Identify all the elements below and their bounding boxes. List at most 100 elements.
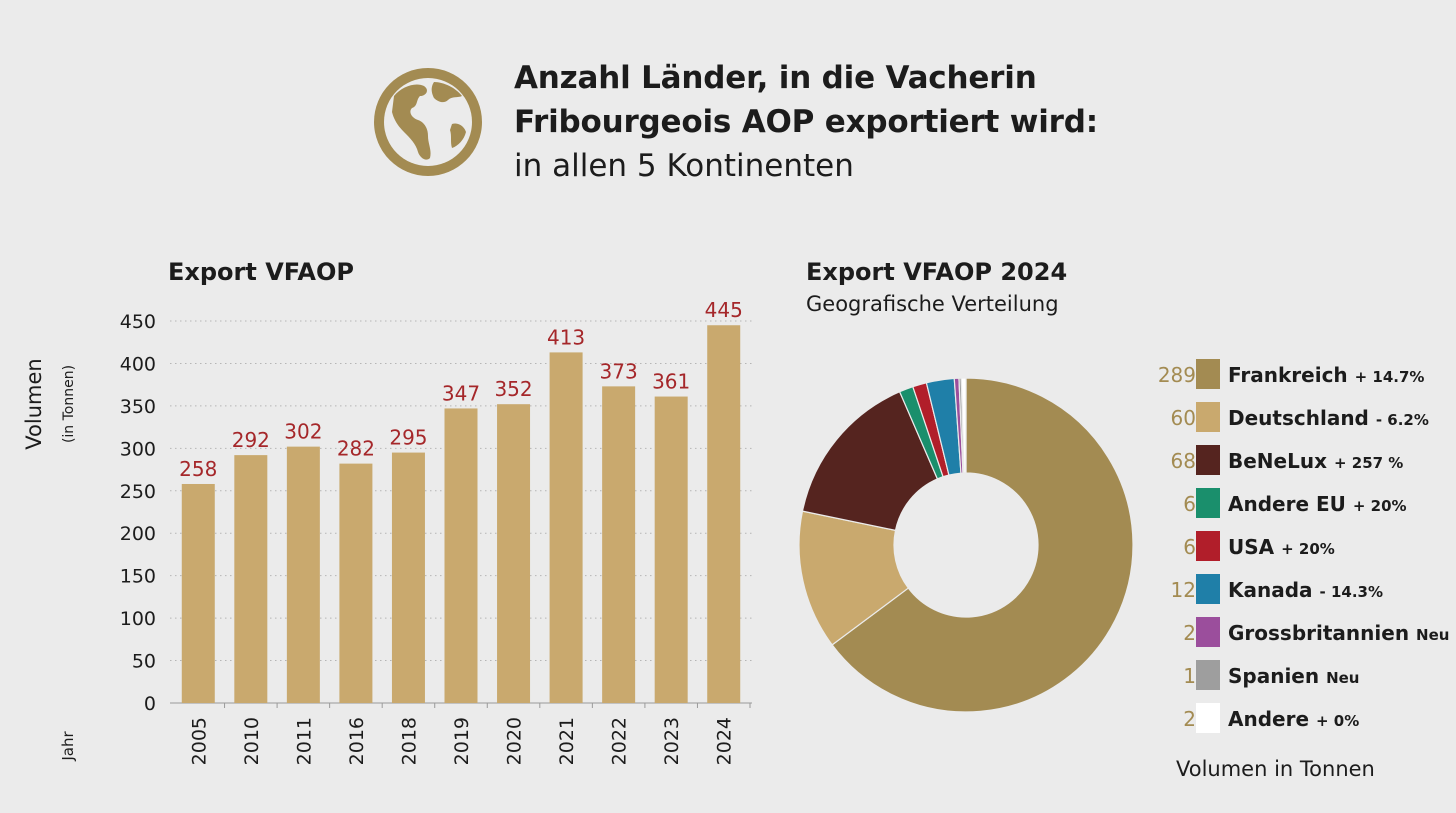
legend-item: 12 Kanada - 14.3% xyxy=(1140,571,1450,614)
legend-swatch xyxy=(1196,402,1220,432)
y-tick-label: 0 xyxy=(144,693,156,715)
legend-swatch xyxy=(1196,531,1220,561)
bar-data-label: 373 xyxy=(600,359,638,383)
legend-label: USA + 20% xyxy=(1228,535,1335,559)
legend-change: - 6.2% xyxy=(1375,411,1429,429)
legend-label-text: Spanien xyxy=(1228,664,1327,688)
globe-icon xyxy=(374,68,482,176)
y-axis-unit-label: (in Tonnen) xyxy=(61,365,77,443)
x-tick-label: 2010 xyxy=(241,717,263,765)
pie-chart-title: Export VFAOP 2024 xyxy=(806,258,1068,286)
y-tick-label: 400 xyxy=(120,353,156,375)
pie-legend: 289 Frankreich + 14.7% 60 Deutschland - 6.2… xyxy=(1140,356,1450,743)
donut-slice xyxy=(831,377,1134,713)
legend-value: 289 xyxy=(1157,363,1196,387)
legend-swatch xyxy=(1196,359,1220,389)
legend-item: 6 USA + 20% xyxy=(1140,528,1450,571)
legend-value: 1 xyxy=(1183,664,1196,688)
bar-chart: 0 50 100 150 200 250 300 350 400 450 258 2005 292 201… xyxy=(22,298,752,765)
y-tick-label: 350 xyxy=(120,396,156,418)
donut-slice xyxy=(960,377,967,474)
legend-value: 12 xyxy=(1170,578,1196,602)
legend-item: 2 Grossbritannien Neu xyxy=(1140,614,1450,657)
donut-slice xyxy=(798,510,910,646)
y-tick-label: 300 xyxy=(120,438,156,460)
legend-label: Kanada - 14.3% xyxy=(1228,578,1383,602)
legend-item: 60 Deutschland - 6.2% xyxy=(1140,399,1450,442)
legend-label-text: Frankreich xyxy=(1228,363,1355,387)
bar xyxy=(602,386,636,703)
x-tick-label: 2005 xyxy=(188,717,210,765)
legend-label-text: BeNeLux xyxy=(1228,449,1334,473)
legend-value: 6 xyxy=(1183,535,1196,559)
legend-label: Deutschland - 6.2% xyxy=(1228,406,1429,430)
legend-swatch xyxy=(1196,445,1220,475)
legend-value: 2 xyxy=(1183,621,1196,645)
bar xyxy=(339,463,373,703)
page-title-line2: Fribourgeois AOP exportiert wird: xyxy=(514,104,1098,140)
x-tick-label: 2016 xyxy=(346,717,368,765)
x-tick-label: 2022 xyxy=(609,717,631,765)
bar-data-label: 347 xyxy=(442,381,480,405)
bar-data-label: 352 xyxy=(494,377,532,401)
page-subtitle: in allen 5 Kontinenten xyxy=(514,148,854,184)
legend-change: + 0% xyxy=(1316,712,1360,730)
y-tick-label: 150 xyxy=(120,566,156,588)
legend-change: Neu xyxy=(1326,669,1360,687)
x-tick-label: 2018 xyxy=(398,717,420,765)
bar-data-label: 413 xyxy=(547,325,585,349)
legend-label-text: Kanada xyxy=(1228,578,1320,602)
x-tick-label: 2021 xyxy=(556,717,578,765)
donut-slice xyxy=(801,390,939,532)
legend-change: + 20% xyxy=(1281,540,1335,558)
bar xyxy=(286,446,320,703)
legend-change: + 257 % xyxy=(1333,454,1404,472)
legend-label: Frankreich + 14.7% xyxy=(1228,363,1424,387)
x-tick-label: 2020 xyxy=(504,717,526,765)
legend-label-text: Andere xyxy=(1228,707,1316,731)
legend-value: 6 xyxy=(1183,492,1196,516)
bar-chart-title: Export VFAOP xyxy=(168,258,354,286)
legend-value: 2 xyxy=(1183,707,1196,731)
bar-data-label: 302 xyxy=(284,420,322,444)
legend-swatch xyxy=(1196,488,1220,518)
x-tick-label: 2023 xyxy=(661,717,683,765)
x-tick-label: 2024 xyxy=(714,717,736,765)
legend-change: + 14.7% xyxy=(1354,368,1425,386)
legend-item: 6 Andere EU + 20% xyxy=(1140,485,1450,528)
legend-label-text: USA xyxy=(1228,535,1282,559)
legend-change: - 14.3% xyxy=(1319,583,1384,601)
y-tick-label: 250 xyxy=(120,481,156,503)
donut-chart xyxy=(798,377,1134,713)
bar-data-label: 445 xyxy=(705,298,743,322)
legend-change: + 20% xyxy=(1352,497,1407,515)
y-axis-label: Volumen xyxy=(22,358,46,449)
x-tick-label: 2019 xyxy=(451,717,473,765)
header: Anzahl Länder, in die Vacherin Fribourge… xyxy=(372,60,1272,190)
x-axis-label: Jahr xyxy=(59,731,77,762)
y-tick-label: 450 xyxy=(120,311,156,333)
legend-label: Spanien Neu xyxy=(1228,664,1359,688)
legend-label: Andere EU + 20% xyxy=(1228,492,1407,516)
legend-label-text: Andere EU xyxy=(1228,492,1353,516)
legend-item: 68 BeNeLux + 257 % xyxy=(1140,442,1450,485)
bar xyxy=(707,325,741,703)
bar-data-label: 292 xyxy=(232,428,270,452)
page-title-line1: Anzahl Länder, in die Vacherin xyxy=(514,60,1037,96)
legend-label: BeNeLux + 257 % xyxy=(1228,449,1403,473)
legend-value: 60 xyxy=(1170,406,1196,430)
legend-item: 2 Andere + 0% xyxy=(1140,700,1450,743)
legend-item: 289 Frankreich + 14.7% xyxy=(1140,356,1450,399)
legend-swatch xyxy=(1196,617,1220,647)
bar xyxy=(549,352,583,703)
y-tick-label: 50 xyxy=(132,651,156,673)
bar xyxy=(444,408,478,703)
bar xyxy=(391,452,425,703)
bar-data-label: 282 xyxy=(337,437,375,461)
y-tick-label: 100 xyxy=(120,608,156,630)
pie-chart-subtitle: Geografische Verteilung xyxy=(806,292,1059,316)
legend-item: 1 Spanien Neu xyxy=(1140,657,1450,700)
y-tick-label: 200 xyxy=(120,523,156,545)
legend-swatch xyxy=(1196,574,1220,604)
legend-swatch xyxy=(1196,703,1220,733)
